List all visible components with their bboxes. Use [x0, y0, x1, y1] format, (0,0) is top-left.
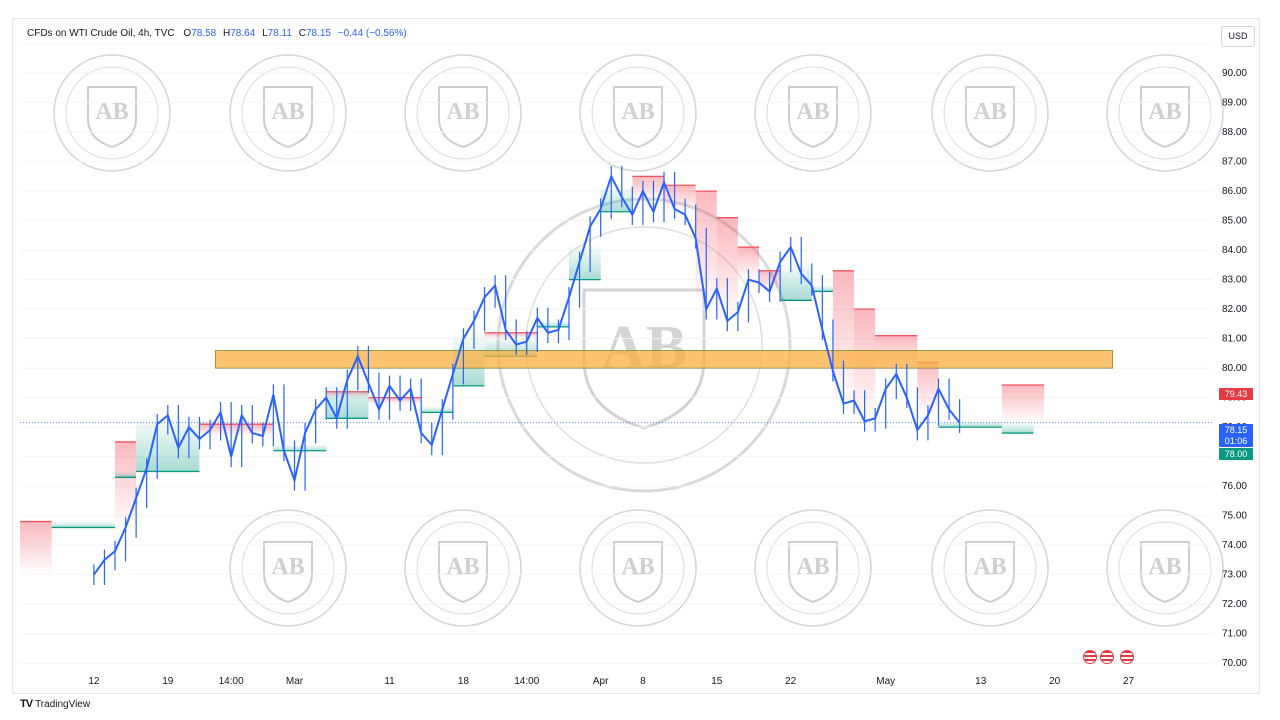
price-tick-label: 74.00 — [1222, 540, 1247, 551]
supertrend-zones — [20, 175, 1045, 575]
time-tick-label: 11 — [384, 676, 395, 687]
time-tick-label: 27 — [1123, 676, 1135, 687]
price-tick-label: 75.00 — [1222, 511, 1247, 522]
price-tick-label: 70.00 — [1222, 658, 1247, 669]
supertrend-down-fill — [832, 270, 855, 404]
price-series — [93, 166, 961, 586]
supertrend-down-price-tag: 79.43 — [1219, 388, 1253, 400]
watermark-badge-top — [931, 54, 1049, 172]
price-tick-label: 85.00 — [1222, 216, 1247, 227]
us-flag-event-icon[interactable] — [1100, 650, 1114, 664]
high-value: 78.64 — [230, 28, 256, 39]
open-label: O — [183, 28, 192, 39]
supertrend-up-fill — [51, 521, 116, 528]
time-tick-label: 13 — [975, 676, 987, 687]
symbol-title: CFDs on WTI Crude Oil, 4h, TVC — [27, 28, 175, 39]
time-tick-label: Apr — [593, 676, 609, 687]
watermark-badge-bottom — [229, 509, 347, 627]
watermark-badge-top — [579, 54, 697, 172]
low-label: L — [262, 28, 268, 39]
time-tick-label: 22 — [785, 676, 797, 687]
symbol-legend: CFDs on WTI Crude Oil, 4h, TVC O78.58 H7… — [27, 28, 411, 39]
tradingview-logo-icon: TV — [20, 698, 33, 710]
time-tick-label: Mar — [286, 676, 304, 687]
price-tick-label: 72.00 — [1222, 599, 1247, 610]
open-value: 78.58 — [191, 28, 217, 39]
brand-name: TradingView — [35, 698, 91, 710]
bar-countdown: 01:06 — [1224, 436, 1248, 446]
last-price-tag: 78.15 01:06 — [1219, 424, 1253, 447]
supertrend-up-fill — [568, 244, 601, 280]
last-price-value: 78.15 — [1224, 425, 1248, 435]
watermark-center-monogram: AB — [601, 314, 687, 382]
resistance-zone-rect — [214, 350, 1114, 369]
price-tick-label: 71.00 — [1222, 629, 1247, 640]
watermark-badge-top — [229, 54, 347, 172]
change-value: −0.44 (−0.56%) — [337, 28, 407, 39]
time-tick-label: 15 — [711, 676, 723, 687]
time-tick-label: 14:00 — [219, 676, 244, 687]
supertrend-up-fill — [273, 444, 327, 451]
watermark-badge-bottom — [931, 509, 1049, 627]
price-tick-label: 89.00 — [1222, 98, 1247, 109]
us-flag-event-icon[interactable] — [1120, 650, 1134, 664]
supertrend-up-fill — [537, 320, 569, 327]
watermark-badge-bottom — [404, 509, 522, 627]
time-axis[interactable]: 12 19 14:00 Mar 11 18 14:00 Apr 8 15 22 May 13 20 27 — [88, 676, 1134, 687]
supertrend-down-fill — [199, 424, 274, 437]
currency-button[interactable]: USD — [1221, 26, 1255, 47]
tradingview-branding[interactable]: TV TradingView — [20, 698, 90, 710]
watermark-badge-bottom — [754, 509, 872, 627]
high-label: H — [223, 28, 231, 39]
supertrend-down-fill — [368, 397, 422, 404]
price-axis[interactable]: 70.0071.0072.0073.0074.0075.0076.0077.00… — [1222, 39, 1247, 670]
time-tick-label: 19 — [162, 676, 174, 687]
supertrend-down-fill — [716, 217, 738, 321]
price-tick-label: 83.00 — [1222, 275, 1247, 286]
price-tick-label: 81.00 — [1222, 334, 1247, 345]
price-line — [93, 173, 961, 576]
supertrend-up-fill — [115, 471, 137, 478]
supertrend-down-fill — [664, 185, 696, 212]
watermark-badge-bottom — [1106, 509, 1224, 627]
supertrend-up-fill — [421, 406, 453, 413]
supertrend-up-fill — [938, 421, 1002, 428]
price-tick-label: 73.00 — [1222, 570, 1247, 581]
watermark-center-shield — [582, 288, 706, 430]
watermark-badge-bottom — [579, 509, 697, 627]
close-value: 78.15 — [305, 28, 331, 39]
time-tick-label: 12 — [88, 676, 100, 687]
price-tick-label: 84.00 — [1222, 245, 1247, 256]
supertrend-down-fill — [20, 521, 52, 575]
price-tick-label: 87.00 — [1222, 157, 1247, 168]
supertrend-down-fill — [737, 247, 760, 280]
price-tick-label: 76.00 — [1222, 481, 1247, 492]
us-flag-event-icon[interactable] — [1083, 650, 1097, 664]
price-tick-label: 80.00 — [1222, 363, 1247, 374]
low-value: 78.11 — [267, 28, 292, 39]
supertrend-up-fill — [1001, 422, 1034, 434]
watermark-badge-top — [754, 54, 872, 172]
supertrend-down-fill — [1001, 384, 1045, 423]
time-tick-label: 8 — [640, 676, 646, 687]
watermark-layer: AB — [53, 54, 1224, 627]
time-tick-label: 14:00 — [514, 676, 539, 687]
price-tick-label: 90.00 — [1222, 68, 1247, 79]
resistance-zone — [214, 350, 1114, 369]
price-tick-label: 88.00 — [1222, 127, 1247, 138]
time-tick-label: 18 — [458, 676, 470, 687]
close-label: C — [298, 28, 306, 39]
price-tick-label: 82.00 — [1222, 304, 1247, 315]
time-tick-label: May — [876, 676, 895, 687]
price-tick-label: 86.00 — [1222, 186, 1247, 197]
supertrend-down-fill — [115, 441, 137, 528]
time-tick-label: 20 — [1049, 676, 1061, 687]
chart-frame — [12, 18, 1260, 694]
supertrend-up-price-tag: 78.00 — [1219, 448, 1253, 460]
watermark-badge-top — [404, 54, 522, 172]
watermark-badge-top — [53, 54, 171, 172]
watermark-badge-top — [1106, 54, 1224, 172]
